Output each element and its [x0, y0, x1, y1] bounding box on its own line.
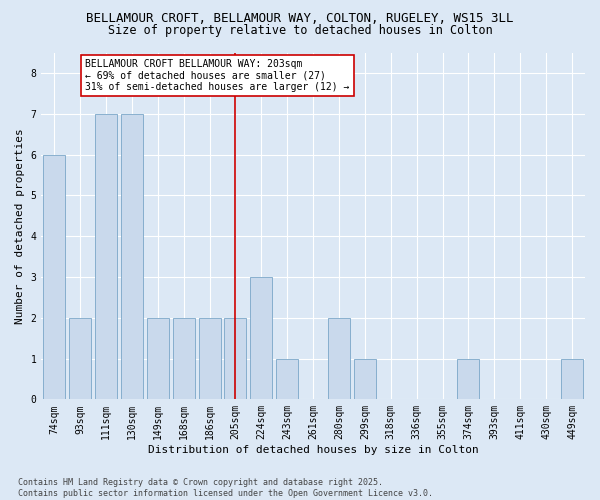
Y-axis label: Number of detached properties: Number of detached properties	[15, 128, 25, 324]
Bar	[457, 358, 479, 400]
X-axis label: Distribution of detached houses by size in Colton: Distribution of detached houses by size …	[148, 445, 479, 455]
Bar	[121, 114, 143, 400]
Bar	[276, 358, 298, 400]
Bar	[328, 318, 350, 400]
Bar	[561, 358, 583, 400]
Bar	[354, 358, 376, 400]
Bar	[147, 318, 169, 400]
Bar	[250, 277, 272, 400]
Bar	[199, 318, 221, 400]
Bar	[173, 318, 194, 400]
Bar	[69, 318, 91, 400]
Bar	[224, 318, 247, 400]
Text: Size of property relative to detached houses in Colton: Size of property relative to detached ho…	[107, 24, 493, 37]
Text: Contains HM Land Registry data © Crown copyright and database right 2025.
Contai: Contains HM Land Registry data © Crown c…	[18, 478, 433, 498]
Bar	[95, 114, 117, 400]
Text: BELLAMOUR CROFT, BELLAMOUR WAY, COLTON, RUGELEY, WS15 3LL: BELLAMOUR CROFT, BELLAMOUR WAY, COLTON, …	[86, 12, 514, 26]
Bar	[43, 154, 65, 400]
Text: BELLAMOUR CROFT BELLAMOUR WAY: 203sqm
← 69% of detached houses are smaller (27)
: BELLAMOUR CROFT BELLAMOUR WAY: 203sqm ← …	[85, 58, 350, 92]
